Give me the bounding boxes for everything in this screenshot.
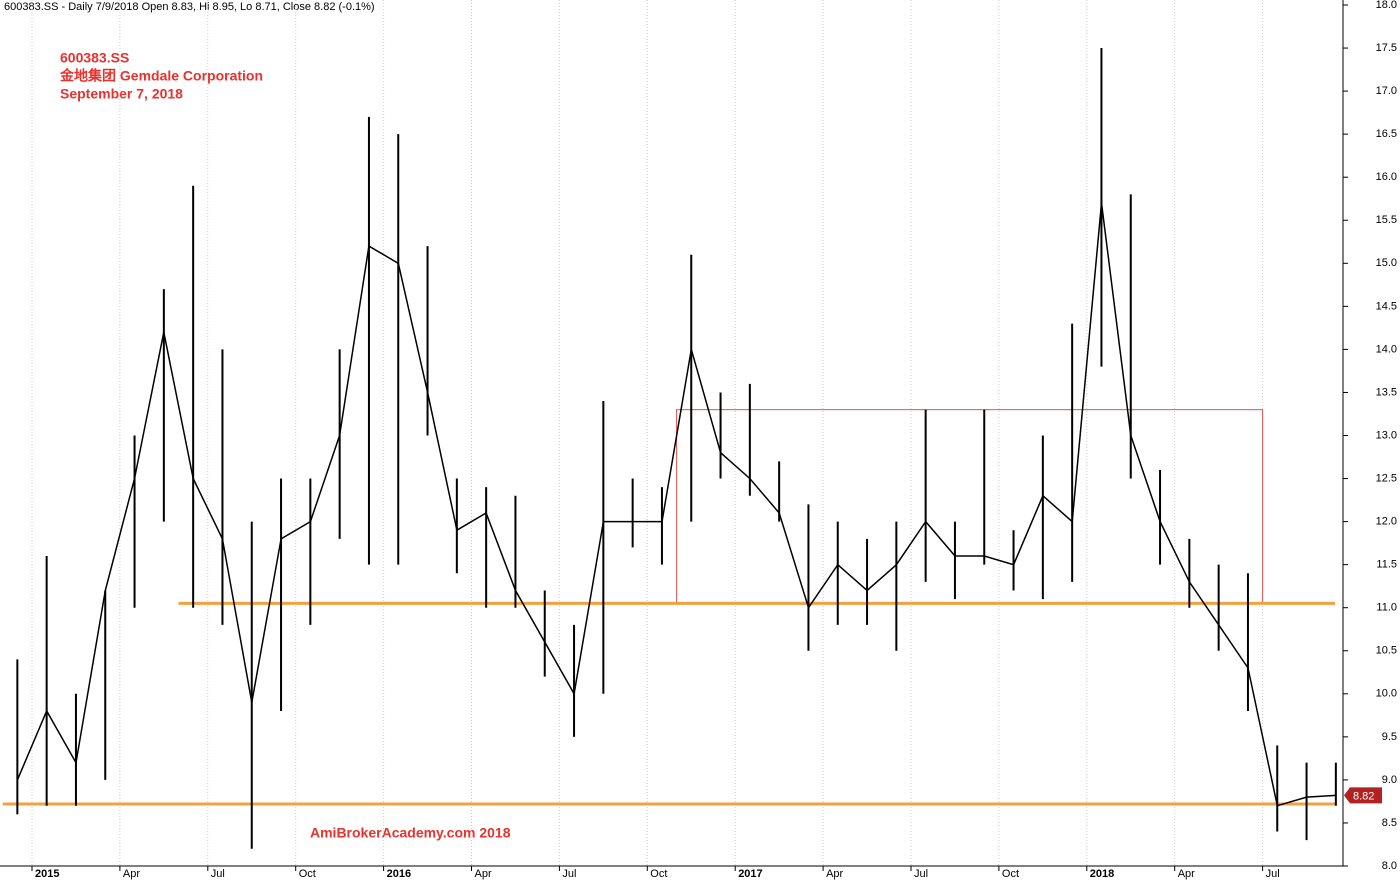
last-value-label: 8.82 — [1353, 790, 1374, 802]
chart-header: 600383.SS - Daily 7/9/2018 Open 8.83, Hi… — [4, 1, 375, 13]
y-tick-label: 13.5 — [1376, 386, 1397, 398]
y-tick-label: 10.0 — [1376, 688, 1397, 700]
x-tick-label: Jul — [211, 868, 225, 880]
y-tick-label: 10.5 — [1376, 645, 1397, 657]
y-tick-label: 15.0 — [1376, 257, 1397, 269]
x-tick-label: 2016 — [387, 868, 411, 880]
x-tick-label: Apr — [826, 868, 843, 880]
x-tick-label: Jul — [914, 868, 928, 880]
y-tick-label: 16.0 — [1376, 171, 1397, 183]
y-tick-label: 15.5 — [1376, 214, 1397, 226]
y-tick-label: 9.5 — [1382, 731, 1397, 743]
last-value-badge — [1344, 787, 1382, 804]
y-tick-label: 8.0 — [1382, 860, 1397, 872]
y-tick-label: 11.5 — [1376, 559, 1397, 571]
y-tick-label: 14.5 — [1376, 300, 1397, 312]
x-tick-label: Apr — [1178, 868, 1195, 880]
y-tick-label: 14.0 — [1376, 343, 1397, 355]
x-tick-label: Oct — [1002, 868, 1019, 880]
x-tick-label: Jul — [562, 868, 576, 880]
x-tick-label: Oct — [299, 868, 316, 880]
x-tick-label: Jul — [1266, 868, 1280, 880]
close-line — [16, 202, 1336, 807]
y-tick-label: 13.0 — [1376, 429, 1397, 441]
x-tick-label: Apr — [475, 868, 492, 880]
x-tick-label: 2017 — [738, 868, 762, 880]
x-tick-label: 2018 — [1090, 868, 1114, 880]
y-tick-label: 12.0 — [1376, 516, 1397, 528]
annotation: 金地集团 Gemdale Corporation — [59, 68, 263, 84]
x-tick-label: Apr — [123, 868, 140, 880]
y-tick-label: 17.0 — [1376, 85, 1397, 97]
y-tick-label: 12.5 — [1376, 472, 1397, 484]
x-tick-label: Oct — [650, 868, 667, 880]
y-tick-label: 16.5 — [1376, 128, 1397, 140]
y-tick-label: 9.0 — [1382, 774, 1397, 786]
y-tick-label: 11.0 — [1376, 602, 1397, 614]
y-tick-label: 18.0 — [1376, 0, 1397, 11]
watermark: AmiBrokerAcademy.com 2018 — [310, 825, 511, 841]
y-tick-label: 17.5 — [1376, 42, 1397, 54]
annotation: 600383.SS — [60, 50, 129, 66]
x-tick-label: 2015 — [35, 868, 59, 880]
annotation: September 7, 2018 — [60, 86, 183, 102]
y-tick-label: 8.5 — [1382, 817, 1397, 829]
